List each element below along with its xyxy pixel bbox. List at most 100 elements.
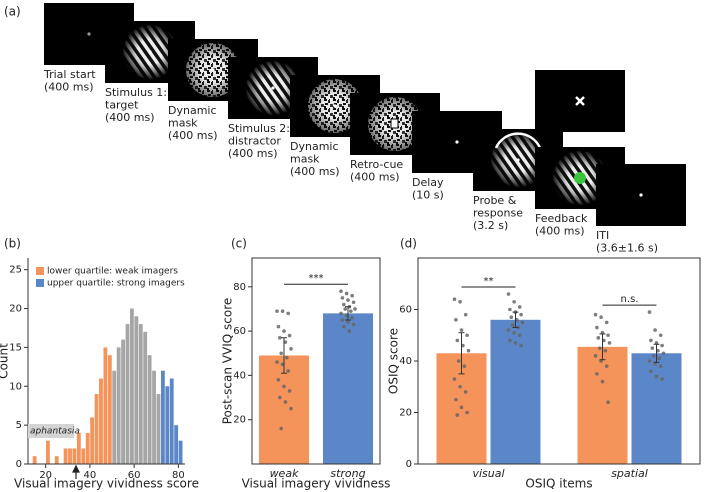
data-point <box>282 329 286 333</box>
data-point <box>651 354 656 358</box>
histogram-bar <box>147 355 152 464</box>
x-tick-label: 40 <box>84 470 97 481</box>
error-bar <box>458 332 465 375</box>
data-point <box>510 323 515 327</box>
data-point <box>275 360 279 364</box>
data-point <box>456 359 461 363</box>
data-point <box>279 351 284 356</box>
step-label: Retro-cue <box>350 158 403 171</box>
data-point <box>465 333 469 338</box>
y-tick-label: 20 <box>9 304 22 315</box>
data-point <box>517 333 522 338</box>
y-tick-label: 60 <box>233 326 246 337</box>
x-tick-label: 80 <box>172 470 185 481</box>
data-point <box>593 354 598 358</box>
panel-label: (b) <box>4 237 21 251</box>
histogram-bar <box>45 440 50 464</box>
data-point <box>657 356 662 361</box>
data-point <box>349 309 353 313</box>
data-point <box>520 320 525 325</box>
data-point <box>513 341 518 345</box>
histogram-bar <box>32 456 37 464</box>
x-tick-label: weak <box>270 467 300 480</box>
y-tick-label: 5 <box>16 420 22 431</box>
data-point <box>604 320 609 325</box>
data-point <box>278 335 282 340</box>
fixation <box>516 158 520 162</box>
data-point <box>506 328 511 332</box>
data-point <box>286 311 291 316</box>
histogram-bar <box>169 378 174 464</box>
histogram-bar <box>138 324 143 464</box>
data-point <box>285 355 289 360</box>
data-point <box>346 320 350 325</box>
histogram-bar <box>90 417 95 464</box>
data-point <box>654 374 659 379</box>
data-point <box>607 341 612 345</box>
histogram-bar <box>160 370 165 464</box>
x-axis-title: Visual imagery vividness <box>242 477 391 491</box>
fixation <box>455 140 459 144</box>
fixation <box>271 86 275 90</box>
significance-label: n.s. <box>621 294 639 305</box>
data-point <box>289 406 293 411</box>
data-point <box>661 351 666 356</box>
data-point <box>512 299 516 304</box>
data-point <box>275 309 279 313</box>
x-axis-title: OSIQ items <box>525 477 592 491</box>
fixation <box>148 50 152 54</box>
data-point <box>459 405 464 410</box>
step-label: distractor <box>228 135 281 148</box>
y-tick-label: 20 <box>233 415 246 426</box>
histogram-bar <box>165 386 170 464</box>
data-point <box>353 307 357 311</box>
legend-swatch <box>36 267 44 275</box>
data-point <box>603 348 608 353</box>
data-point <box>595 372 599 376</box>
data-point <box>593 312 598 317</box>
y-tick-label: 15 <box>9 342 22 353</box>
annotation-arrow <box>72 464 80 479</box>
data-point <box>350 316 355 320</box>
data-point <box>519 343 523 348</box>
x-tick-label: 60 <box>128 470 141 481</box>
data-point <box>455 413 460 417</box>
screen <box>168 39 258 101</box>
panel-label: (a) <box>4 5 21 19</box>
data-point <box>342 302 346 307</box>
step-label: (400 ms) <box>290 165 340 178</box>
histogram-bar <box>134 316 139 464</box>
y-tick-label: 40 <box>233 370 246 381</box>
data-point <box>653 328 657 332</box>
step-label: ITI <box>596 229 609 242</box>
legend-label: lower quartile: weak imagers <box>47 267 178 277</box>
histogram-bar <box>112 370 117 464</box>
step-label: (3.6±1.6 s) <box>596 242 658 255</box>
data-point <box>276 324 281 329</box>
panel-label: (d) <box>400 237 417 251</box>
data-point <box>466 348 471 353</box>
bar <box>577 346 628 464</box>
x-tick-label: 20 <box>39 470 52 481</box>
data-point <box>596 336 601 340</box>
y-tick-label: 0 <box>16 459 22 470</box>
data-point <box>462 364 467 368</box>
probe-arc <box>494 132 542 149</box>
data-point <box>606 333 610 338</box>
data-point <box>279 426 284 431</box>
histogram-bar <box>143 331 148 464</box>
data-point <box>278 395 282 400</box>
legend-label: upper quartile: strong imagers <box>47 279 185 289</box>
x-tick-label: strong <box>330 467 365 480</box>
data-point <box>452 377 457 381</box>
bar <box>323 313 373 464</box>
data-point <box>282 384 286 389</box>
histogram-bar <box>63 448 68 464</box>
data-point <box>606 400 610 405</box>
screen <box>290 75 380 137</box>
frame <box>417 257 701 465</box>
data-point <box>452 297 457 302</box>
step-label: (10 s) <box>412 189 444 202</box>
x-tick-label: visual <box>472 467 504 480</box>
step-label: target <box>105 99 139 112</box>
